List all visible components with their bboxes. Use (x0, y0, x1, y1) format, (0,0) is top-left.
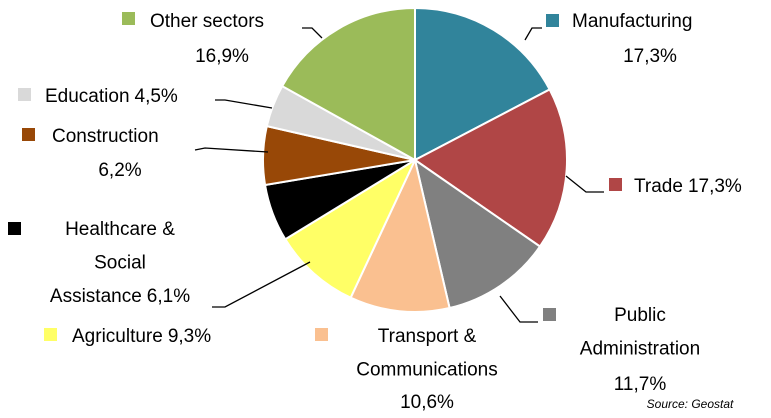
slice-label: Agriculture 9,3% (72, 326, 211, 347)
leader-line (524, 27, 542, 41)
value-label: 4,5% (135, 86, 178, 107)
slice-label: Public Administration (580, 305, 700, 360)
value-label: 16,9% (195, 46, 249, 67)
pie-slice (414, 6, 551, 162)
leader-line (499, 295, 538, 323)
legend-swatch (18, 88, 31, 101)
slice-label: Trade 17,3% (634, 176, 742, 197)
legend-swatch (122, 12, 135, 25)
value-label: 6,2% (98, 160, 141, 181)
pie-slice (413, 88, 568, 248)
value-label: 17,3% (623, 46, 677, 67)
slice-label: Other sectors (150, 11, 264, 32)
legend-swatch (8, 222, 21, 235)
legend-swatch (22, 128, 35, 141)
slice-label: Construction (52, 126, 159, 147)
slice-label: Education 4,5% (45, 86, 178, 107)
pie-slice (280, 6, 416, 162)
pie-slice (413, 157, 542, 310)
source-note: Source: Geostat (647, 397, 734, 411)
legend-swatch (543, 308, 556, 321)
leader-line (212, 261, 311, 308)
value-label: 9,3% (168, 326, 211, 347)
legend-swatch (315, 328, 328, 341)
value-label: 17,3% (688, 176, 742, 197)
legend-swatch (546, 14, 559, 27)
slice-label: Transport & Communications (356, 326, 498, 381)
leader-line (302, 27, 323, 39)
value-label: 10,6% (400, 392, 454, 413)
value-label: 6,1% (147, 286, 190, 307)
pie-slice (349, 156, 451, 313)
leader-line (565, 175, 604, 193)
slice-label: Manufacturing (572, 11, 692, 32)
legend-swatch (44, 328, 57, 341)
leader-line (215, 99, 273, 109)
leader-line (194, 147, 269, 153)
pie-slice (283, 157, 418, 300)
slice-label: Healthcare & Social Assistance 6,1% (50, 219, 190, 307)
legend-swatch (609, 178, 622, 191)
value-label: 11,7% (614, 374, 667, 395)
